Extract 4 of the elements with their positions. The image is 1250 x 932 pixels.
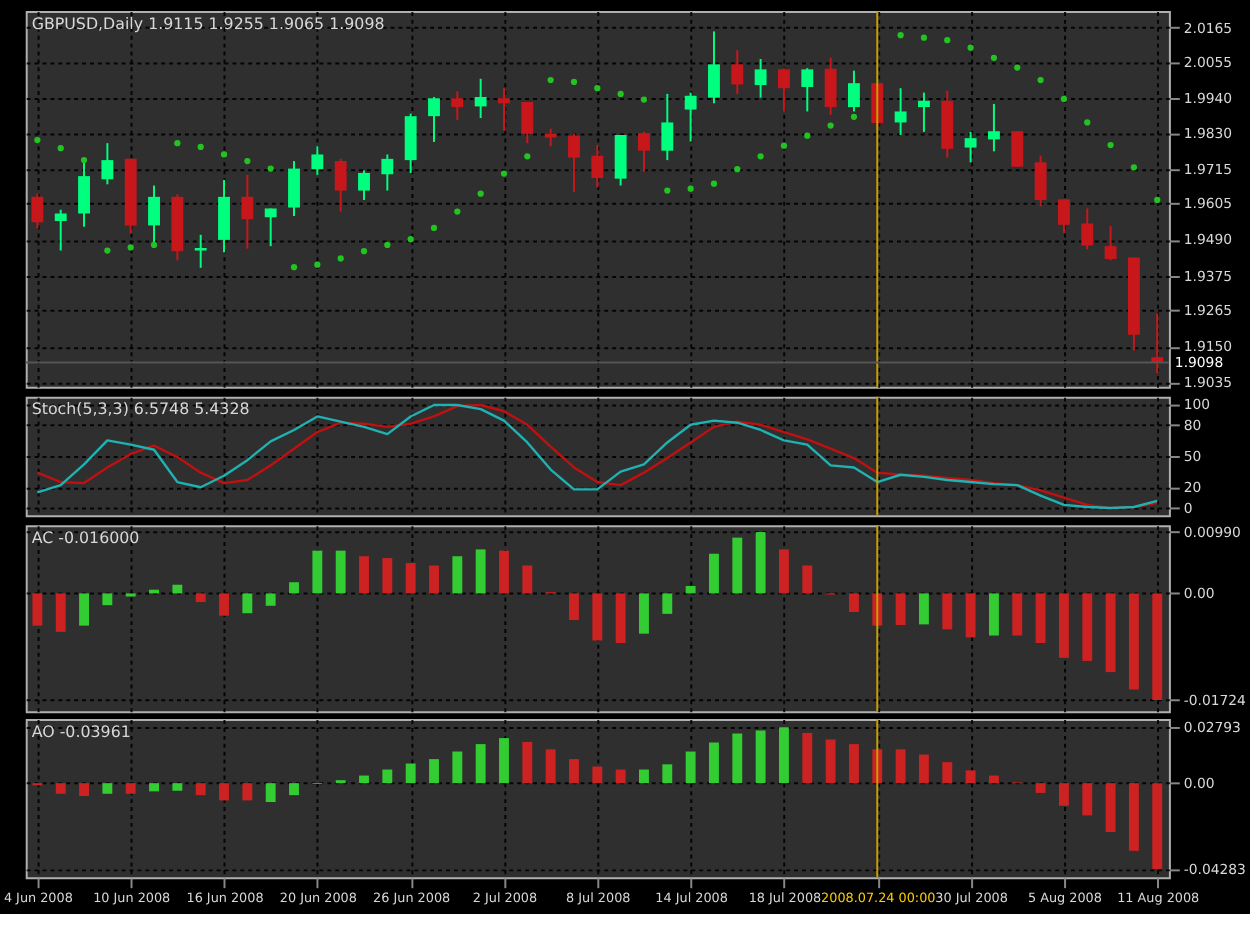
- chart-title: AC -0.016000: [31, 529, 140, 548]
- chart-title: Stoch(5,3,3) 6.5748 5.4328: [31, 400, 250, 419]
- chart-title: GBPUSD,Daily 1.9115 1.9255 1.9065 1.9098: [31, 14, 385, 33]
- chart-title: AO -0.03961: [31, 722, 131, 741]
